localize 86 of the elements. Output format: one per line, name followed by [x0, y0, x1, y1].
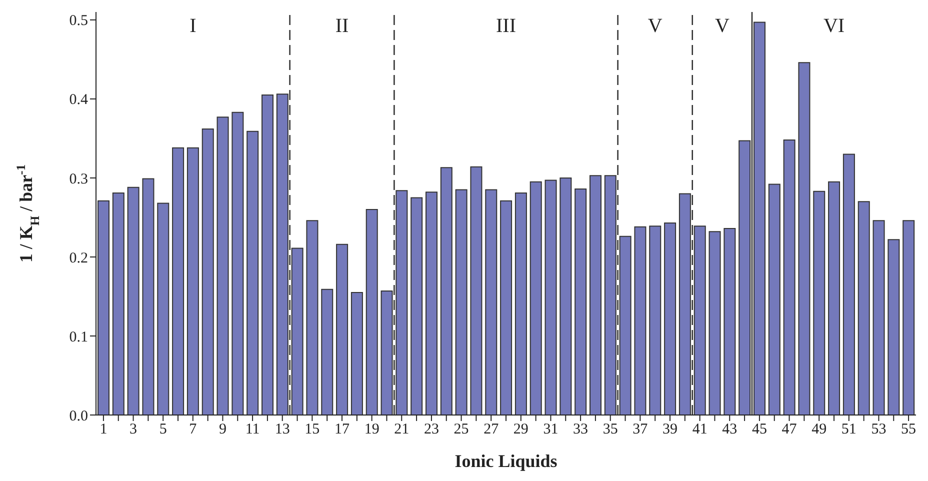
- annotation: V: [648, 15, 663, 38]
- bar: [514, 192, 527, 415]
- bar: [560, 177, 572, 415]
- x-axis-title: Ionic Liquids: [454, 451, 558, 471]
- y-tick-label: 0.5: [69, 13, 88, 30]
- annotation: II: [335, 15, 349, 38]
- x-tick-label: 41: [692, 422, 708, 438]
- bar: [634, 226, 646, 415]
- x-tick-label: 19: [364, 422, 380, 438]
- bar: [186, 147, 199, 415]
- x-tick-label: 25: [454, 422, 469, 438]
- x-tick-label: 51: [841, 422, 856, 438]
- bar: [530, 181, 542, 415]
- annotation: V: [714, 15, 730, 38]
- bar: [872, 220, 885, 415]
- bar: [455, 189, 468, 415]
- x-tick-label: 3: [130, 422, 138, 438]
- x-tick-label: 1: [100, 422, 108, 438]
- x-tick-label: 11: [245, 422, 260, 438]
- bar: [426, 192, 438, 415]
- x-tick-label: 17: [334, 422, 350, 438]
- annotation: VI: [823, 15, 845, 38]
- x-tick-label: 9: [218, 422, 226, 438]
- bar: [142, 178, 154, 415]
- bar: [127, 186, 140, 415]
- bar: [157, 202, 170, 415]
- bar: [544, 180, 557, 415]
- bar: [664, 222, 676, 415]
- bar: [98, 200, 110, 415]
- bar: [410, 197, 423, 415]
- x-tick-label: 35: [602, 422, 618, 438]
- bar: [590, 175, 602, 415]
- x-tick-label: 27: [484, 422, 500, 438]
- x-tick-label: 55: [901, 422, 916, 438]
- bar: [798, 62, 810, 415]
- bar: [350, 292, 363, 415]
- x-tick-label: 45: [752, 422, 767, 438]
- x-tick-label: 13: [274, 422, 290, 438]
- bar: [216, 116, 229, 415]
- bar: [574, 188, 587, 415]
- bar: [246, 130, 259, 415]
- x-tick-label: 43: [722, 422, 738, 438]
- bar: [440, 167, 452, 415]
- bar: [366, 209, 378, 415]
- bar: [500, 200, 512, 415]
- x-tick-label: 33: [573, 422, 588, 438]
- x-tick-label: 15: [304, 422, 320, 438]
- bar: [783, 140, 796, 415]
- y-tick-label: 0.4: [69, 92, 88, 108]
- x-tick-label: 39: [662, 422, 678, 438]
- x-tick-label: 21: [394, 422, 410, 438]
- bar: [336, 244, 348, 415]
- x-tick-label: 29: [513, 422, 528, 438]
- bar: [112, 192, 124, 415]
- y-tick-label: 0.1: [69, 329, 88, 346]
- bar: [842, 154, 855, 415]
- bar: [262, 94, 274, 415]
- bar: [858, 201, 870, 415]
- bar: [902, 220, 915, 415]
- x-tick-label: 53: [871, 422, 886, 438]
- annotation: III: [496, 15, 516, 38]
- bar: [768, 184, 780, 415]
- bar: [232, 112, 244, 415]
- x-tick-label: 37: [632, 422, 648, 438]
- bar: [888, 239, 900, 415]
- bar: [813, 190, 826, 415]
- x-tick-label: 49: [812, 422, 827, 438]
- bar: [724, 228, 736, 415]
- bar: [172, 147, 184, 415]
- bar: [306, 220, 318, 415]
- y-tick-label: 0.0: [69, 408, 88, 424]
- x-tick-label: 31: [543, 422, 558, 438]
- bar: [649, 226, 662, 415]
- y-tick-label: 0.2: [69, 250, 88, 266]
- bar: [470, 166, 482, 415]
- bar: [828, 181, 840, 415]
- x-tick-label: 7: [189, 422, 198, 438]
- x-tick-label: 47: [782, 422, 798, 438]
- y-tick-label: 0.3: [69, 171, 88, 188]
- x-tick-label: 23: [424, 422, 439, 438]
- x-tick-label: 5: [159, 422, 167, 438]
- annotation: I: [190, 15, 196, 38]
- bar: [485, 189, 498, 415]
- bar: [321, 288, 334, 415]
- bar: [708, 231, 721, 415]
- bar: [202, 128, 214, 415]
